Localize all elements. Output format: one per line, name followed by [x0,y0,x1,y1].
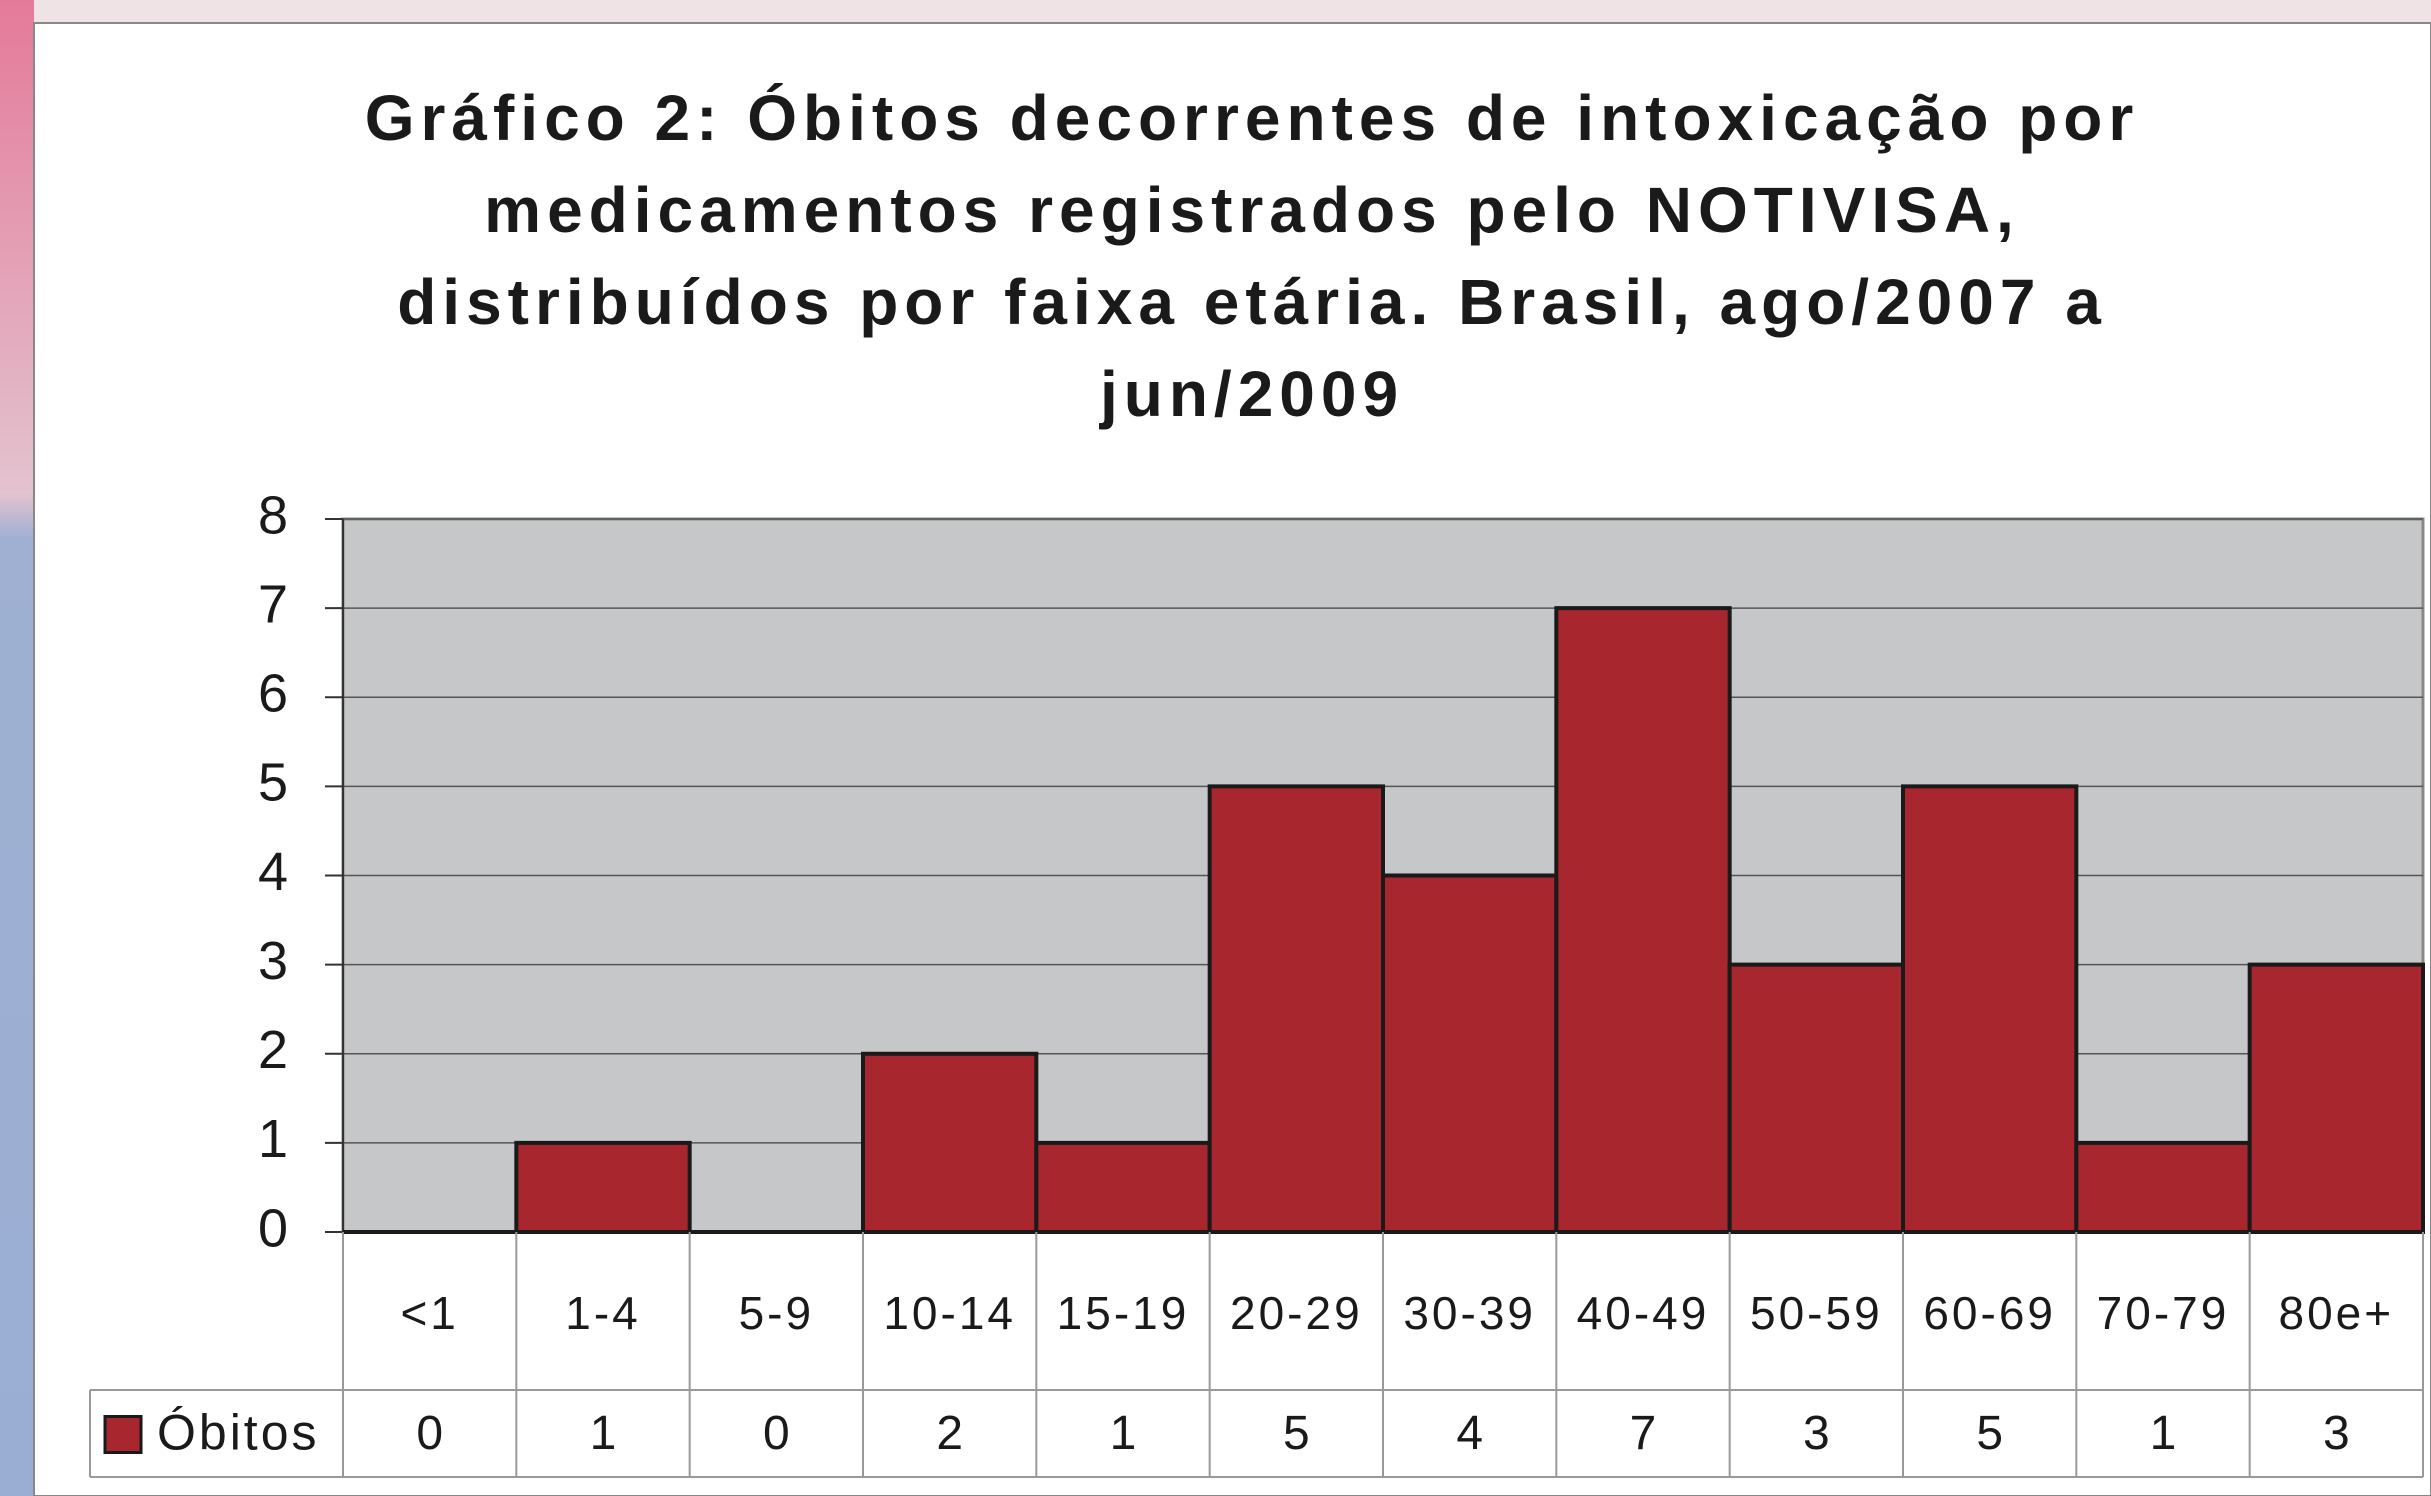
x-tick-label: 10-14 [883,1287,1016,1339]
x-tick-label: 5-9 [739,1287,814,1339]
data-label: 5 [1283,1407,1310,1460]
left-strip [0,0,34,1496]
top-strip [0,0,2431,23]
x-tick-label: 60-69 [1923,1287,2056,1339]
data-label: 4 [1456,1407,1483,1460]
bar [861,1051,1039,1234]
bar [1207,784,1385,1234]
x-tick-label: 50-59 [1750,1287,1883,1339]
data-label: 0 [416,1407,443,1460]
bar [514,1140,692,1234]
x-tick-label: 30-39 [1403,1287,1536,1339]
data-label: 0 [763,1407,790,1460]
y-tick-label: 7 [258,574,288,634]
y-tick-label: 4 [258,842,288,902]
data-label: 3 [2323,1407,2350,1460]
data-label: 1 [590,1407,617,1460]
data-label: 7 [1630,1407,1657,1460]
data-label: 1 [1110,1407,1137,1460]
x-tick-label: 80e+ [2279,1287,2395,1339]
x-tick-label: 15-19 [1057,1287,1190,1339]
y-tick-label: 2 [258,1020,288,1080]
x-tick-label: 20-29 [1230,1287,1363,1339]
legend-swatch [103,1415,143,1454]
y-tick-label: 3 [258,931,288,991]
y-tick-label: 5 [258,753,288,813]
legend-label: Óbitos [157,1405,320,1461]
bar [1727,962,1905,1234]
data-label: 1 [2150,1407,2177,1460]
y-tick-label: 1 [258,1109,288,1169]
data-label: 2 [936,1407,963,1460]
x-tick-label: 70-79 [2097,1287,2230,1339]
x-tick-label: <1 [400,1287,458,1339]
bar [1034,1140,1212,1234]
bar [2247,962,2426,1234]
bar [1381,873,1559,1234]
x-tick-label: 1-4 [565,1287,640,1339]
data-label: 5 [1976,1407,2003,1460]
bar [1901,784,2079,1234]
data-label: 3 [1803,1407,1830,1460]
x-tick-label: 40-49 [1577,1287,1710,1339]
y-tick-label: 8 [258,485,288,545]
bar [2074,1140,2252,1234]
chart-title: Gráfico 2: Óbitos decorrentes de intoxic… [364,82,2140,430]
y-tick-label: 6 [258,664,288,724]
bar [1554,606,1732,1234]
y-tick-label: 0 [258,1198,288,1258]
